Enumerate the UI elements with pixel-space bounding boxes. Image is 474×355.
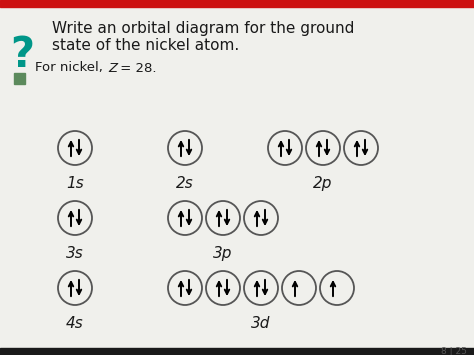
Text: Z: Z <box>108 61 117 75</box>
Bar <box>0 0 474 7</box>
Bar <box>0 348 474 355</box>
Text: 3d: 3d <box>251 316 271 331</box>
Text: 4s: 4s <box>66 316 84 331</box>
Text: 2p: 2p <box>313 176 333 191</box>
Text: state of the nickel atom.: state of the nickel atom. <box>52 38 239 54</box>
Text: 3s: 3s <box>66 246 84 261</box>
Bar <box>14 73 25 84</box>
Text: 8 | 25: 8 | 25 <box>441 346 467 355</box>
Text: 2s: 2s <box>176 176 194 191</box>
Text: 1s: 1s <box>66 176 84 191</box>
Text: Write an orbital diagram for the ground: Write an orbital diagram for the ground <box>52 21 355 36</box>
Text: For nickel,: For nickel, <box>35 61 107 75</box>
Text: 3p: 3p <box>213 246 233 261</box>
Text: = 28.: = 28. <box>116 61 156 75</box>
Text: ?: ? <box>10 34 34 76</box>
